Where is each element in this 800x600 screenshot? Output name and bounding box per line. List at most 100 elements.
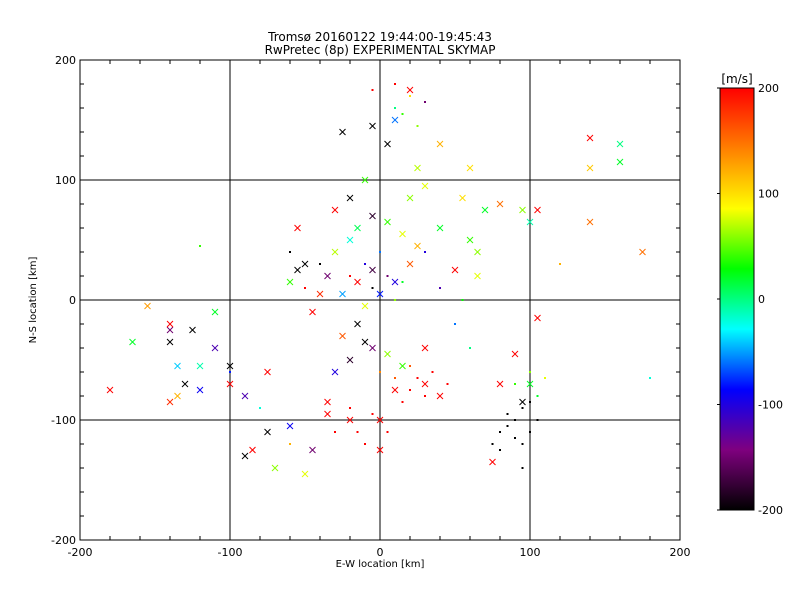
data-point-x [489,458,496,466]
data-point-dot [416,125,419,127]
data-point-x [331,206,339,214]
data-point-x [339,290,346,298]
data-point-x [166,326,174,334]
data-point-dot [559,263,561,265]
x-tick-label: -200 [68,546,93,559]
data-point-x [421,380,429,388]
data-point-dot [424,395,426,397]
data-point-x [616,140,624,148]
data-point-x [196,386,204,394]
data-point-x [496,200,504,208]
data-point-dot [529,431,531,433]
data-point-dot [349,407,351,409]
data-point-x [309,446,316,454]
data-point-x [346,194,354,202]
data-point-dot [371,287,374,289]
data-point-dot [304,287,306,289]
data-point-x [339,332,346,340]
data-point-x [376,416,384,424]
data-point-dot [356,431,359,433]
data-point-x [534,206,541,214]
data-point-x [309,308,316,316]
data-point-x [511,350,519,358]
data-point-dot [386,275,389,277]
data-point-dot [379,251,381,253]
data-point-dot [319,263,321,265]
data-point-x [586,164,594,172]
data-point-x [354,224,361,232]
data-point-dot [199,245,201,247]
data-point-dot [446,383,449,385]
colorbar-tick-label: -200 [758,504,783,517]
data-point-x [399,362,406,370]
y-axis-label: N-S location [km] [28,257,39,344]
data-point-x [391,386,399,394]
data-point-x [384,350,391,358]
chart-subtitle: RwPretec (8p) EXPERIMENTAL SKYMAP [265,43,496,57]
data-point-x [286,422,294,430]
data-point-dot [334,431,336,433]
data-point-x [474,272,481,280]
data-point-dot [499,431,501,433]
data-point-x [346,416,354,424]
data-point-x [369,266,376,274]
data-point-x [211,308,219,316]
data-point-dot [394,299,396,301]
data-point-dot [409,365,411,367]
data-point-dot [364,443,366,445]
data-point-x [361,176,369,184]
data-point-x [346,356,354,364]
data-point-x [294,224,301,232]
plot-area: -200 -100 0 100 200 -200 -100 0 100 200 [51,54,690,559]
data-point-x [436,392,444,400]
data-point-dot [401,113,404,115]
data-point-x [226,362,234,370]
x-tick-label: 200 [670,546,691,559]
data-point-dot [461,299,464,301]
data-point-x [331,248,339,256]
x-axis-label: E-W location [km] [336,559,425,570]
data-point-x [466,236,474,244]
data-point-x [391,278,399,286]
data-point-x [189,326,196,334]
data-point-x [331,368,339,376]
data-point-dot [649,377,651,379]
data-point-x [406,260,414,268]
chart-title: Tromsø 20160122 19:44:00-19:45:43 [267,30,492,44]
data-point-dot [394,83,396,85]
data-point-dot [514,383,516,385]
data-point-x [249,446,256,454]
data-point-x [354,320,361,328]
colorbar: 200 100 0 -100 -200 [717,82,783,517]
data-point-x [301,260,309,268]
data-point-x [324,410,331,418]
y-tick-label: 100 [55,174,76,187]
y-tick-label: -100 [51,414,76,427]
data-point-x [459,194,466,202]
colorbar-gradient [719,87,755,511]
data-point-dot [386,431,389,433]
data-point-x [421,344,429,352]
data-point-x [174,362,181,370]
data-point-dot [506,425,509,427]
data-point-x [271,464,279,472]
data-point-x [474,248,481,256]
data-point-x [639,248,646,256]
data-point-x [421,182,429,190]
colorbar-tick-label: 200 [758,82,779,95]
data-point-x [301,470,309,478]
data-point-x [369,212,376,220]
data-point-x [166,338,174,346]
data-point-dot [394,107,396,109]
data-point-x [586,218,594,226]
colorbar-label: [m/s] [721,72,752,86]
data-point-x [436,224,444,232]
data-point-x [526,380,534,388]
data-point-x [391,116,399,124]
data-point-dot [379,371,381,373]
data-point-x [324,398,331,406]
x-tick-label: 100 [520,546,541,559]
data-point-x [369,122,376,130]
data-point-x [241,452,249,460]
data-point-x [466,164,474,172]
